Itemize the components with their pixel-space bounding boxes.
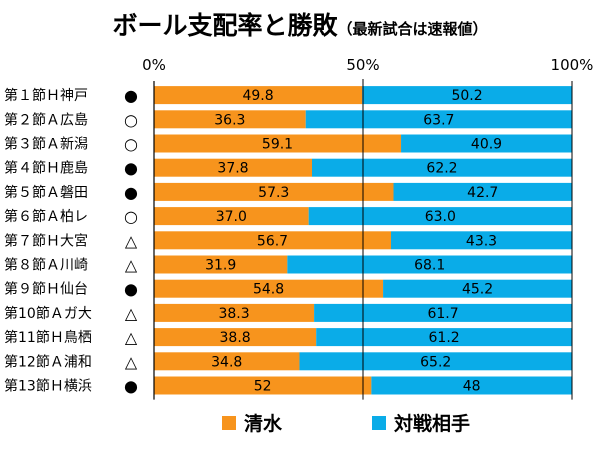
- x-tick-label: 100%: [551, 56, 594, 74]
- bar-shimizu: [154, 352, 300, 371]
- data-label: 65.2: [420, 354, 451, 370]
- data-label: 52: [254, 379, 272, 395]
- category-label: 第13節Ｈ横浜: [4, 378, 92, 395]
- bar-opponent: [305, 110, 572, 129]
- data-label: 37.8: [217, 161, 248, 177]
- bar-opponent: [314, 303, 572, 322]
- legend-swatch: [372, 416, 386, 430]
- x-tick-label: 0%: [142, 56, 166, 74]
- chart-subtitle: （最新試合は速報値）: [337, 20, 488, 38]
- category-label: 第12節Ａ浦和: [4, 353, 92, 370]
- bar-shimizu: [154, 279, 384, 298]
- result-marker: ●: [124, 183, 138, 202]
- result-marker: △: [125, 256, 138, 275]
- chart-title-main: ボール支配率と勝敗: [112, 11, 338, 40]
- bar-shimizu: [154, 134, 402, 153]
- data-label: 45.2: [462, 282, 493, 298]
- data-label: 57.3: [258, 185, 289, 201]
- legend-label: 対戦相手: [393, 412, 470, 435]
- category-label: 第８節Ａ川崎: [4, 257, 88, 274]
- bar-opponent: [401, 134, 572, 153]
- data-label: 61.7: [427, 306, 458, 322]
- bar-shimizu: [154, 303, 315, 322]
- data-label: 36.3: [214, 112, 245, 128]
- bar-opponent: [308, 207, 572, 226]
- data-label: 42.7: [467, 185, 498, 201]
- legend-label: 清水: [244, 412, 283, 435]
- data-label: 62.2: [426, 161, 457, 177]
- data-label: 38.8: [220, 330, 251, 346]
- result-marker: ●: [124, 280, 138, 299]
- bar-opponent: [371, 376, 572, 395]
- data-label: 63.7: [423, 112, 454, 128]
- category-label: 第６節Ａ柏レ: [4, 208, 88, 225]
- bar-shimizu: [154, 110, 306, 129]
- bar-opponent: [316, 328, 572, 347]
- category-label: 第５節Ａ磐田: [4, 184, 88, 201]
- data-label: 50.2: [451, 88, 482, 104]
- result-marker: ○: [124, 110, 138, 129]
- bar-shimizu: [154, 158, 313, 177]
- legend-swatch: [222, 416, 236, 430]
- result-marker: ●: [124, 377, 138, 396]
- result-marker: ○: [124, 207, 138, 226]
- data-label: 49.8: [242, 88, 273, 104]
- bar-shimizu: [154, 86, 363, 105]
- data-label: 48: [463, 379, 481, 395]
- bar-shimizu: [154, 231, 392, 250]
- data-label: 63.0: [425, 209, 456, 225]
- data-label: 34.8: [211, 354, 242, 370]
- bar-shimizu: [154, 182, 394, 201]
- category-label: 第３節Ａ新潟: [4, 136, 88, 153]
- bar-opponent: [299, 352, 572, 371]
- data-label: 68.1: [414, 258, 445, 274]
- result-marker: ●: [124, 159, 138, 178]
- data-label: 61.2: [429, 330, 460, 346]
- category-label: 第２節Ａ広島: [4, 111, 88, 128]
- data-label: 59.1: [262, 137, 293, 153]
- category-label: 第４節Ｈ鹿島: [4, 160, 88, 177]
- result-marker: ●: [124, 86, 138, 105]
- result-marker: △: [125, 328, 138, 347]
- data-label: 54.8: [253, 282, 284, 298]
- bar-opponent: [287, 255, 572, 274]
- data-label: 40.9: [471, 137, 502, 153]
- bar-opponent: [362, 86, 572, 105]
- bar-shimizu: [154, 328, 317, 347]
- bar-opponent: [383, 279, 572, 298]
- bar-opponent: [391, 231, 572, 250]
- category-label: 第１節Ｈ神戸: [4, 87, 88, 104]
- data-label: 31.9: [205, 258, 236, 274]
- data-label: 38.3: [218, 306, 249, 322]
- result-marker: ○: [124, 135, 138, 154]
- x-tick-label: 50%: [346, 56, 379, 74]
- result-marker: △: [125, 231, 138, 250]
- chart-title: ボール支配率と勝敗（最新試合は速報値）: [0, 6, 600, 42]
- result-marker: △: [125, 352, 138, 371]
- bar-shimizu: [154, 255, 288, 274]
- category-label: 第９節Ｈ仙台: [4, 281, 88, 298]
- bar-shimizu: [154, 207, 309, 226]
- bar-shimizu: [154, 376, 372, 395]
- data-label: 37.0: [216, 209, 247, 225]
- bar-opponent: [393, 182, 572, 201]
- bar-opponent: [312, 158, 572, 177]
- data-label: 43.3: [466, 233, 497, 249]
- data-label: 56.7: [257, 233, 288, 249]
- category-label: 第11節Ｈ鳥栖: [4, 329, 92, 346]
- category-label: 第７節Ｈ大宮: [4, 232, 88, 249]
- category-label: 第10節Ａガ大: [4, 305, 92, 322]
- result-marker: △: [125, 304, 138, 323]
